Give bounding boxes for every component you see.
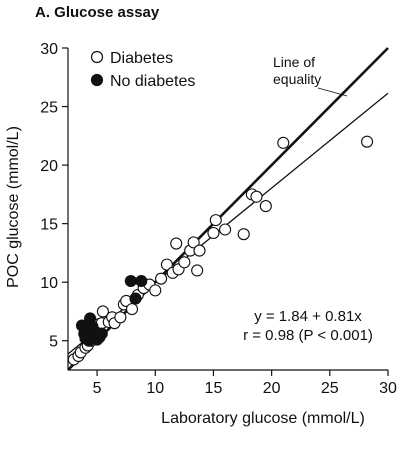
data-point-diabetes xyxy=(187,236,200,249)
equality-label-line2: equality xyxy=(273,71,321,87)
x-tick-label: 20 xyxy=(263,380,281,397)
x-tick-label: 30 xyxy=(379,380,397,397)
data-point-diabetes xyxy=(250,190,263,203)
data-point-no-diabetes xyxy=(124,274,137,288)
regression-line xyxy=(67,92,389,355)
y-tick-label: 10 xyxy=(40,275,58,292)
equality-label-line1: Line of xyxy=(273,54,315,70)
plot-area: 5 10 15 20 25 30 5 10 15 20 25 30 xyxy=(40,41,397,397)
legend-marker-diabetes xyxy=(90,50,104,64)
data-point-diabetes xyxy=(96,305,109,318)
y-tick-label: 20 xyxy=(40,158,58,175)
data-point-diabetes xyxy=(219,223,232,236)
x-axis-title: Laboratory glucose (mmol/L) xyxy=(161,410,365,427)
data-point-diabetes xyxy=(155,272,168,285)
data-point-diabetes xyxy=(160,258,173,271)
data-point-diabetes xyxy=(209,214,222,227)
data-point-diabetes xyxy=(259,200,272,213)
data-point-diabetes xyxy=(178,256,191,269)
data-point-diabetes xyxy=(149,284,162,297)
regression-equation: y = 1.84 + 0.81x xyxy=(254,308,362,325)
y-axis-title: POC glucose (mmol/L) xyxy=(5,126,22,288)
data-point-diabetes xyxy=(361,135,374,148)
x-tick-label: 15 xyxy=(205,380,223,397)
legend: Diabetes No diabetes xyxy=(90,50,195,90)
legend-label-no-diabetes: No diabetes xyxy=(110,73,195,90)
legend-marker-no-diabetes xyxy=(90,73,104,87)
data-point-diabetes xyxy=(277,136,290,149)
data-point-diabetes xyxy=(170,237,183,250)
data-point-diabetes xyxy=(193,244,206,257)
data-point-diabetes xyxy=(207,226,220,240)
data-point-diabetes xyxy=(125,303,139,316)
y-tick-label: 5 xyxy=(49,334,58,351)
data-point-diabetes xyxy=(114,311,127,324)
x-tick-label: 25 xyxy=(321,380,339,397)
panel-title: A. Glucose assay xyxy=(35,4,160,21)
y-tick-label: 30 xyxy=(40,41,58,58)
equality-label-leader xyxy=(317,87,348,97)
data-point-no-diabetes xyxy=(135,274,148,288)
y-tick-label: 15 xyxy=(40,217,58,234)
data-point-diabetes xyxy=(237,228,250,241)
legend-label-diabetes: Diabetes xyxy=(110,50,173,67)
data-point-no-diabetes xyxy=(129,292,142,305)
data-point-diabetes xyxy=(191,264,204,277)
correlation-text: r = 0.98 (P < 0.001) xyxy=(243,327,373,344)
y-tick-label: 25 xyxy=(40,100,58,117)
x-tick-label: 10 xyxy=(146,380,164,397)
x-tick-label: 5 xyxy=(93,380,102,397)
data-point-no-diabetes xyxy=(95,327,108,340)
